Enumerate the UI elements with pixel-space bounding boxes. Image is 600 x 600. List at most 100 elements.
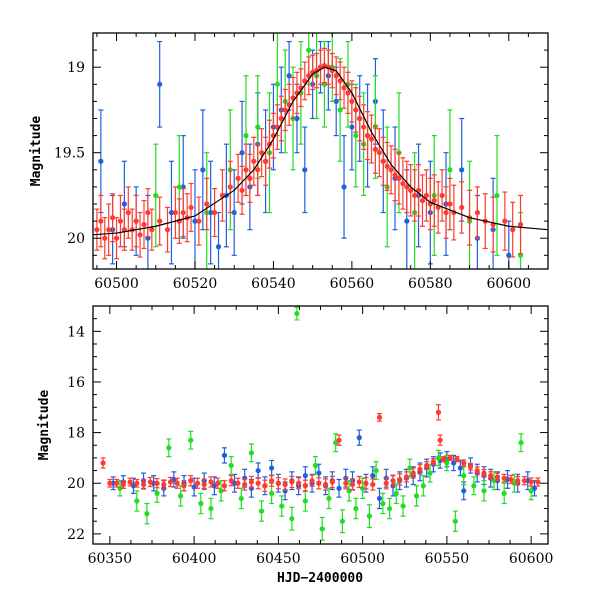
data-point xyxy=(528,477,534,487)
data-point xyxy=(333,433,339,453)
data-marker xyxy=(145,209,151,216)
data-marker xyxy=(333,73,339,79)
data-marker xyxy=(435,409,442,415)
data-marker xyxy=(208,209,214,216)
data-point xyxy=(100,457,106,469)
data-marker xyxy=(521,478,528,484)
data-point xyxy=(494,472,501,482)
data-marker xyxy=(215,480,221,486)
data-marker xyxy=(178,493,184,499)
data-point xyxy=(339,509,346,534)
data-marker xyxy=(353,133,359,139)
data-point xyxy=(113,217,120,260)
x-tick-label: 60600 xyxy=(509,551,554,567)
data-point xyxy=(94,208,100,251)
data-point xyxy=(392,148,398,202)
data-point xyxy=(341,66,347,109)
data-marker xyxy=(413,493,420,499)
data-point xyxy=(235,153,241,203)
data-point xyxy=(174,477,180,489)
data-marker xyxy=(461,473,467,479)
data-marker xyxy=(364,133,371,139)
data-point xyxy=(368,114,375,164)
data-marker xyxy=(278,115,284,122)
top-panel-data xyxy=(93,33,548,269)
data-point xyxy=(134,490,140,512)
data-marker xyxy=(251,158,257,164)
data-point xyxy=(326,487,332,510)
data-point xyxy=(376,487,383,510)
data-point xyxy=(439,169,445,222)
data-point xyxy=(337,61,343,101)
data-marker xyxy=(201,481,207,488)
data-point xyxy=(121,208,127,251)
y-tick-label: 18 xyxy=(67,426,85,442)
data-marker xyxy=(316,480,322,486)
data-marker xyxy=(120,481,126,488)
x-tick-label: 60560 xyxy=(330,276,375,292)
data-point xyxy=(282,478,288,491)
data-point xyxy=(397,473,403,486)
data-marker xyxy=(289,479,295,485)
data-point xyxy=(372,124,379,174)
data-marker xyxy=(228,478,234,484)
data-point xyxy=(384,141,390,191)
data-marker xyxy=(258,508,265,514)
data-point xyxy=(501,473,507,483)
data-point xyxy=(312,456,319,475)
data-point xyxy=(459,181,465,234)
data-marker xyxy=(417,466,423,472)
data-point xyxy=(178,485,184,507)
data-marker xyxy=(154,490,160,496)
data-point xyxy=(443,186,449,239)
data-point xyxy=(149,208,155,251)
data-point xyxy=(289,506,295,531)
data-marker xyxy=(137,232,143,238)
data-marker xyxy=(447,455,453,461)
data-marker xyxy=(282,107,288,113)
data-marker xyxy=(419,197,426,204)
data-marker xyxy=(392,172,398,178)
data-marker xyxy=(309,478,315,484)
data-point xyxy=(166,438,172,458)
data-point xyxy=(341,135,347,239)
data-point xyxy=(164,206,171,253)
data-marker xyxy=(447,167,453,173)
data-point xyxy=(440,456,447,463)
data-marker xyxy=(188,204,194,211)
data-point xyxy=(376,413,383,422)
x-tick-label: 60350 xyxy=(88,551,133,567)
data-point xyxy=(336,478,342,498)
data-point xyxy=(388,145,394,195)
data-marker xyxy=(361,124,367,130)
data-point xyxy=(521,476,528,486)
data-marker xyxy=(242,481,248,488)
data-marker xyxy=(349,481,356,488)
data-point xyxy=(502,191,508,251)
data-marker xyxy=(192,218,198,224)
data-marker xyxy=(269,478,275,484)
data-point xyxy=(329,475,335,489)
data-marker xyxy=(494,192,500,199)
data-marker xyxy=(154,480,160,486)
data-marker xyxy=(400,503,406,509)
data-point xyxy=(501,482,507,505)
data-marker xyxy=(435,455,442,461)
data-point xyxy=(208,160,214,265)
data-point xyxy=(435,449,442,467)
data-point xyxy=(247,153,253,203)
data-point xyxy=(467,462,474,471)
data-point xyxy=(317,49,324,85)
data-point xyxy=(366,504,372,529)
data-point xyxy=(157,196,163,246)
x-tick-label: 60450 xyxy=(256,551,301,567)
data-point xyxy=(302,479,308,492)
bottom-panel-ticks: 60350 60400 60450 60500 60550 60600 14 16 18 20 22 xyxy=(67,305,554,567)
data-point xyxy=(508,474,514,485)
data-marker xyxy=(380,158,386,164)
data-point xyxy=(215,211,222,269)
data-marker xyxy=(341,85,347,91)
data-point xyxy=(353,87,359,133)
data-point xyxy=(430,458,437,466)
